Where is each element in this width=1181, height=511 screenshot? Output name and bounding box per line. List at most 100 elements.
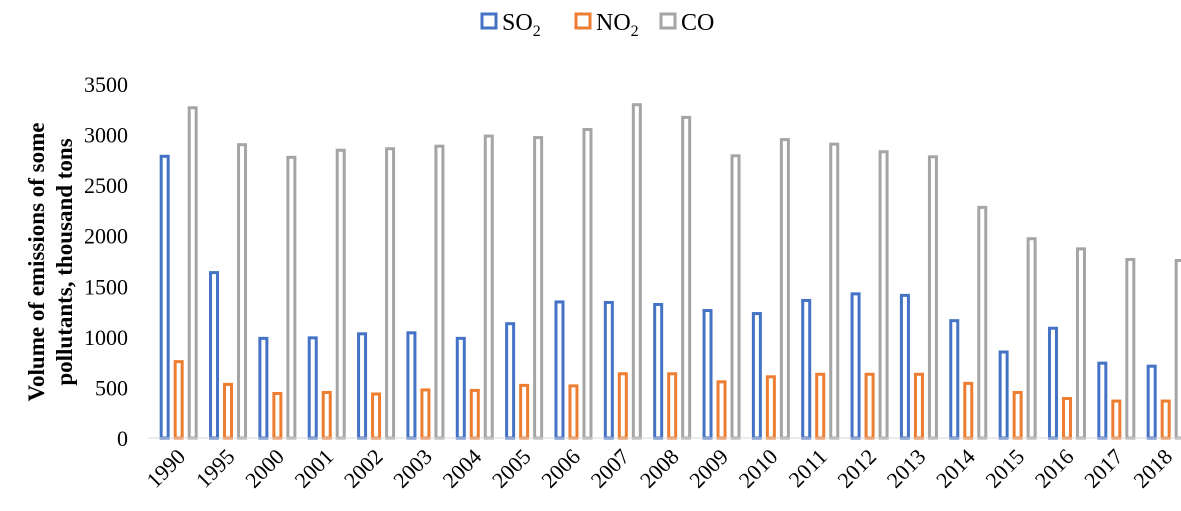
bar-co-2011: [829, 142, 840, 440]
bar-so2-2004: [455, 336, 466, 440]
x-tick-label: 2007: [586, 444, 635, 493]
x-tick-label: 2015: [980, 444, 1029, 493]
legend-label-no2: NO2: [596, 10, 639, 40]
bar-no2-2001: [321, 390, 332, 440]
x-tick-label: 2016: [1030, 444, 1079, 493]
y-tick-label: 3000: [84, 123, 128, 148]
bar-no2-2007: [617, 372, 628, 440]
bar-so2-2015: [998, 350, 1009, 440]
legend-label-subscript: 2: [631, 23, 639, 40]
y-axis-label: Volume of emissions of some pollutants, t…: [24, 123, 77, 402]
legend-label-subscript: 2: [533, 23, 541, 40]
x-axis-ticks: 1990 1995 2000 2001 2002 2003 2004 2005 2006 2007…: [141, 444, 1177, 493]
bar-so2-2000: [258, 336, 269, 440]
x-tick-label: 2003: [388, 444, 437, 493]
x-tick-label: 2008: [635, 444, 684, 493]
chart-legend: SO2 NO2 CO: [480, 10, 714, 40]
bar-co-2014: [977, 205, 988, 440]
bar-co-2006: [582, 127, 593, 440]
bar-no2-2003: [420, 388, 431, 440]
bars: [159, 103, 1181, 440]
bar-no2-2015: [1012, 390, 1023, 440]
bar-co-2005: [533, 136, 544, 440]
bar-co-2002: [385, 147, 396, 440]
bar-no2-2014: [963, 381, 974, 440]
y-axis-label-line1: Volume of emissions of some: [24, 123, 49, 402]
x-tick-label: 2017: [1079, 444, 1128, 493]
bar-co-2013: [927, 155, 938, 440]
bar-so2-2008: [653, 302, 664, 440]
x-tick-label: 2012: [832, 444, 881, 493]
bar-so2-2014: [949, 319, 960, 440]
x-tick-label: 2011: [784, 444, 832, 492]
bar-so2-2005: [505, 322, 516, 440]
bar-co-2018: [1174, 258, 1181, 440]
bar-no2-2013: [913, 372, 924, 440]
x-tick-label: 2001: [289, 444, 338, 493]
x-tick-label: 2014: [931, 444, 980, 493]
x-tick-label: 2006: [536, 444, 585, 493]
legend-label-co: CO: [681, 10, 714, 36]
bar-so2-2009: [702, 309, 713, 440]
bar-no2-2011: [815, 372, 826, 440]
x-tick-label: 2010: [734, 444, 783, 493]
bar-co-2009: [730, 154, 741, 440]
bar-so2-2002: [357, 332, 368, 440]
legend-swatch-no2: [574, 12, 592, 30]
bar-so2-2011: [801, 298, 812, 440]
y-tick-label: 0: [117, 426, 128, 451]
bar-no2-2012: [864, 372, 875, 440]
bar-so2-2001: [307, 336, 318, 440]
y-tick-label: 2000: [84, 224, 128, 249]
y-axis-label-line2: pollutants, thousand tons: [52, 138, 77, 385]
legend-swatch-so2: [480, 12, 498, 30]
y-tick-label: 3500: [84, 72, 128, 97]
bar-so2-2013: [899, 293, 910, 440]
bar-no2-1990: [173, 360, 184, 440]
x-tick-label: 2013: [882, 444, 931, 493]
bar-so2-2007: [603, 300, 614, 440]
bar-so2-1990: [159, 154, 170, 440]
bar-so2-2017: [1097, 361, 1108, 440]
bar-no2-2000: [272, 391, 283, 440]
bar-so2-2016: [1047, 326, 1058, 440]
x-tick-label: 2005: [487, 444, 536, 493]
bar-co-2010: [779, 138, 790, 440]
bar-co-1990: [187, 106, 198, 440]
y-tick-label: 1500: [84, 274, 128, 299]
bar-so2-2003: [406, 331, 417, 440]
x-tick-label: 1990: [141, 444, 190, 493]
bar-co-2012: [878, 150, 889, 440]
bar-no2-1995: [223, 382, 234, 440]
bar-co-1995: [237, 143, 248, 440]
y-tick-label: 2500: [84, 173, 128, 198]
bar-no2-2005: [519, 383, 530, 440]
y-tick-label: 1000: [84, 325, 128, 350]
bar-so2-2010: [751, 312, 762, 440]
bar-no2-2006: [568, 384, 579, 440]
bar-no2-2002: [371, 392, 382, 440]
y-axis-ticks: 0 500 1000 1500 2000 2500 3000 3500: [84, 72, 128, 451]
bar-no2-2008: [667, 372, 678, 440]
x-tick-label: 2000: [240, 444, 289, 493]
bar-no2-2004: [469, 388, 480, 440]
bar-co-2003: [434, 144, 445, 440]
bar-so2-2006: [554, 300, 565, 440]
x-tick-label: 2018: [1128, 444, 1177, 493]
bar-no2-2010: [765, 375, 776, 440]
bar-co-2001: [335, 148, 346, 440]
bar-co-2004: [483, 134, 494, 440]
bar-no2-2017: [1111, 399, 1122, 440]
bar-co-2007: [631, 103, 642, 440]
x-tick-label: 2009: [684, 444, 733, 493]
y-tick-label: 500: [95, 375, 128, 400]
x-tick-label: 1995: [191, 444, 240, 493]
legend-label-main: CO: [681, 10, 714, 36]
bar-so2-2012: [850, 292, 861, 440]
legend-swatch-co: [659, 12, 677, 30]
bar-so2-1995: [209, 271, 220, 440]
legend-label-main: SO: [502, 10, 533, 36]
bar-no2-2009: [716, 380, 727, 440]
bar-so2-2018: [1146, 364, 1157, 440]
